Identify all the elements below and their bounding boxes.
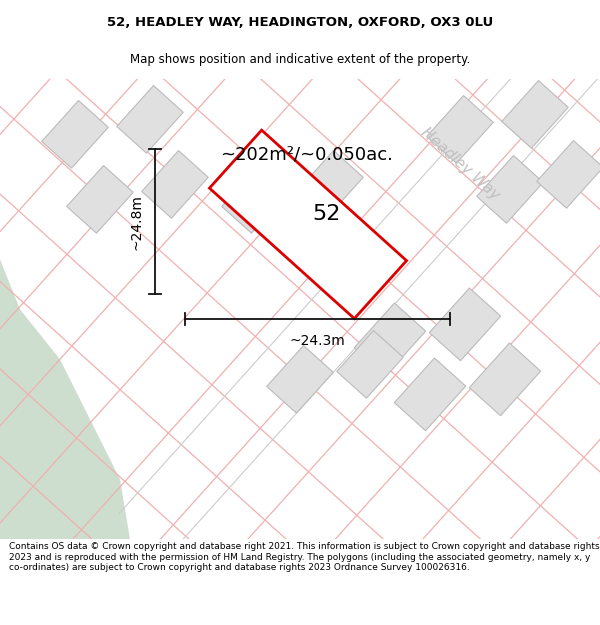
Polygon shape	[394, 358, 466, 431]
Polygon shape	[267, 346, 333, 413]
Polygon shape	[469, 343, 541, 416]
Text: ~24.3m: ~24.3m	[290, 334, 346, 348]
Polygon shape	[42, 101, 108, 168]
Polygon shape	[0, 259, 130, 539]
Polygon shape	[67, 166, 133, 233]
Polygon shape	[502, 81, 568, 148]
Text: Map shows position and indicative extent of the property.: Map shows position and indicative extent…	[130, 53, 470, 66]
Text: 52, HEADLEY WAY, HEADINGTON, OXFORD, OX3 0LU: 52, HEADLEY WAY, HEADINGTON, OXFORD, OX3…	[107, 16, 493, 29]
Polygon shape	[222, 166, 288, 233]
Polygon shape	[142, 151, 208, 218]
Polygon shape	[427, 96, 493, 163]
Text: ~202m²/~0.050ac.: ~202m²/~0.050ac.	[220, 146, 393, 163]
Polygon shape	[337, 331, 403, 398]
Polygon shape	[297, 151, 363, 218]
Polygon shape	[537, 141, 600, 208]
Polygon shape	[209, 130, 407, 319]
Text: ~24.8m: ~24.8m	[130, 194, 144, 250]
Polygon shape	[355, 303, 425, 376]
Text: Headley Way: Headley Way	[418, 126, 502, 203]
Text: 52: 52	[312, 204, 340, 224]
Polygon shape	[430, 288, 500, 361]
Polygon shape	[477, 156, 543, 223]
Text: Contains OS data © Crown copyright and database right 2021. This information is : Contains OS data © Crown copyright and d…	[9, 542, 599, 572]
Polygon shape	[117, 86, 183, 153]
